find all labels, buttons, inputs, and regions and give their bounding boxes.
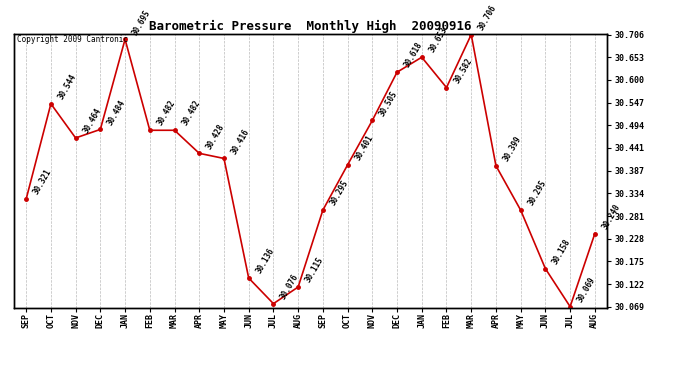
Text: Copyright 2009 Cantronic: Copyright 2009 Cantronic (17, 35, 128, 44)
Text: 30.321: 30.321 (32, 168, 53, 196)
Text: 30.158: 30.158 (551, 237, 573, 266)
Text: 30.416: 30.416 (230, 127, 251, 156)
Text: 30.115: 30.115 (304, 256, 326, 284)
Text: 30.295: 30.295 (328, 179, 350, 207)
Text: 30.482: 30.482 (155, 99, 177, 128)
Text: 30.399: 30.399 (502, 134, 523, 163)
Text: 30.240: 30.240 (600, 202, 622, 231)
Text: 30.069: 30.069 (575, 275, 598, 304)
Text: 30.295: 30.295 (526, 179, 548, 207)
Text: 30.482: 30.482 (180, 99, 201, 128)
Text: 30.136: 30.136 (254, 247, 276, 275)
Text: 30.582: 30.582 (452, 56, 474, 85)
Title: Barometric Pressure  Monthly High  20090916: Barometric Pressure Monthly High 2009091… (149, 20, 472, 33)
Text: 30.618: 30.618 (402, 41, 424, 69)
Text: 30.695: 30.695 (130, 8, 152, 36)
Text: 30.076: 30.076 (279, 272, 301, 301)
Text: 30.401: 30.401 (353, 134, 375, 162)
Text: 30.464: 30.464 (81, 106, 103, 135)
Text: 30.505: 30.505 (378, 89, 400, 118)
Text: 30.428: 30.428 (205, 122, 226, 150)
Text: 30.653: 30.653 (427, 26, 449, 54)
Text: 30.706: 30.706 (477, 3, 498, 32)
Text: 30.484: 30.484 (106, 98, 128, 127)
Text: 30.544: 30.544 (57, 72, 78, 101)
